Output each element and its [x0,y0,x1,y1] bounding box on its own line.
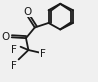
Text: F: F [40,49,46,59]
Text: O: O [24,7,32,17]
Text: F: F [11,45,17,55]
Text: O: O [1,32,10,42]
Text: F: F [11,61,17,71]
